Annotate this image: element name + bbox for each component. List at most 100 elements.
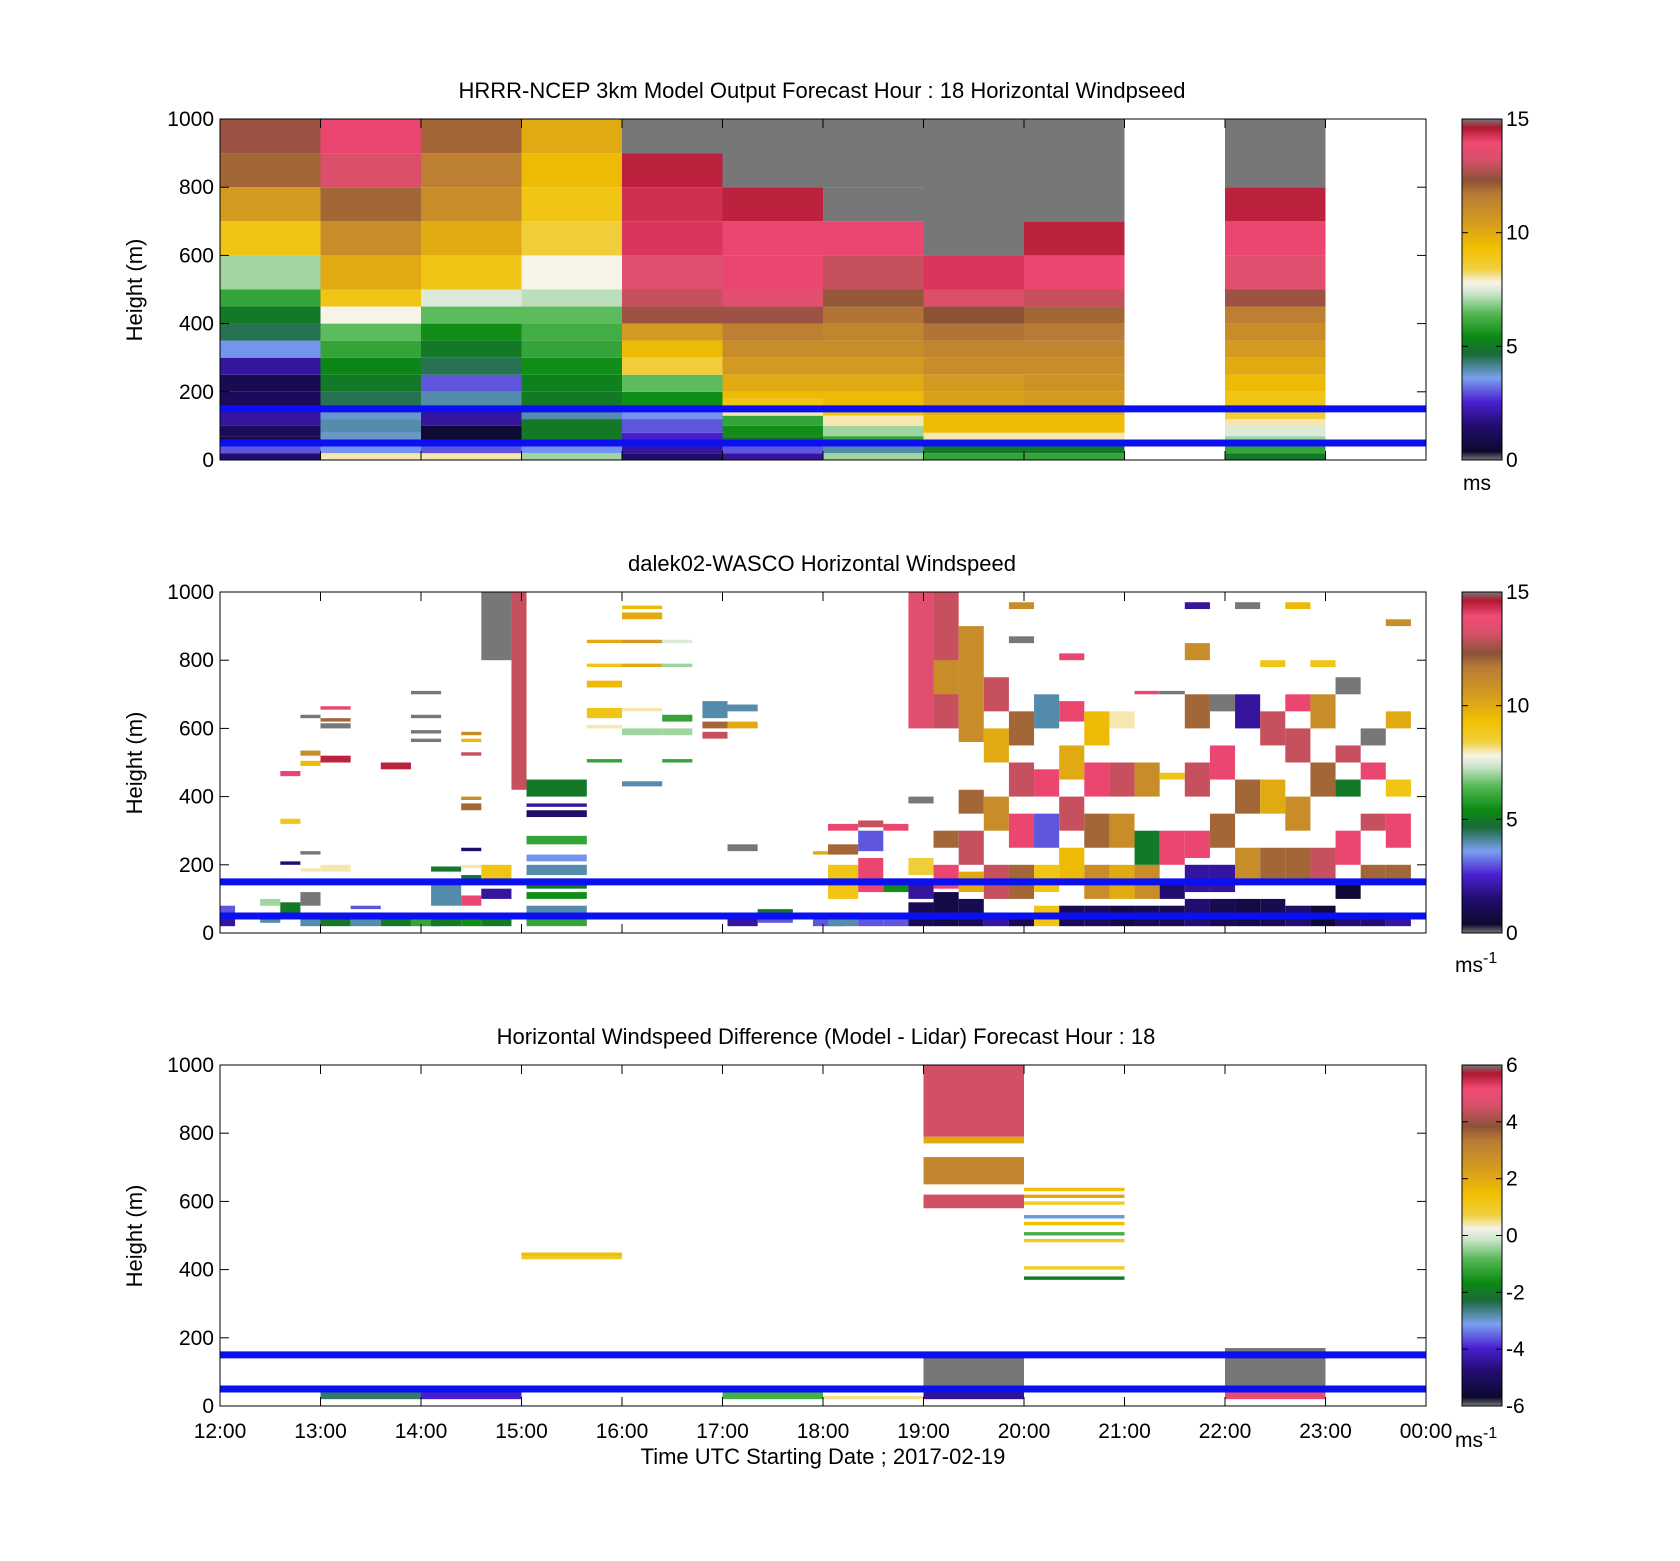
heatmap-cell [526,919,587,927]
heatmap-cell [410,714,442,719]
y-tick-label: 600 [179,717,214,740]
heatmap-cell [320,374,421,392]
x-tick-label: 20:00 [998,1420,1051,1443]
heatmap-cell [727,721,758,729]
heatmap-cell [521,453,622,460]
heatmap-cell [410,919,442,927]
heatmap-cell [622,728,663,736]
heatmap-cell [823,221,924,256]
heatmap-cell [280,861,301,865]
heatmap-cell [1024,446,1125,454]
heatmap-cell [883,823,909,831]
heatmap-cell [220,357,321,375]
heatmap-cell [722,398,823,409]
heatmap-cell [1024,119,1125,222]
heatmap-cell [622,289,723,307]
heatmap-cell [1360,864,1386,882]
y-tick-label: 400 [179,1259,214,1282]
x-tick-label: 00:00 [1400,1420,1453,1443]
colorbar: -6 -4 -2 0 2 4 6 ms-1 [1455,1054,1525,1452]
heatmap-cell [586,707,622,719]
colorbar-tick-label: 15 [1506,581,1529,604]
heatmap-cell [622,446,723,454]
heatmap-cell [622,781,663,787]
y-axis-label: Height (m) [122,239,147,342]
heatmap-cell [220,446,321,454]
heatmap-cell [622,340,723,358]
heatmap-cell [521,340,622,358]
heatmap-cell [1360,762,1386,780]
x-tick-label: 22:00 [1199,1420,1252,1443]
x-ticks [219,592,1427,933]
heatmap-cell [421,153,522,188]
heatmap-cell [461,752,482,756]
colorbar-tick-label: -4 [1506,1338,1525,1361]
heatmap-cell [722,340,823,358]
y-ticks: 0 200 400 600 800 1000 [167,1054,1426,1418]
heatmap-cell [511,592,527,790]
x-tick-label: 12:00 [194,1420,247,1443]
colorbar-ticks: 0 5 10 15 [1462,581,1529,945]
heatmap-cell [622,255,723,290]
heatmap-cell [421,446,522,454]
heatmap-cell [521,187,622,222]
heatmap-cell [1235,602,1261,610]
x-tick-label: 19:00 [897,1420,950,1443]
heatmap-cell [320,1392,421,1400]
heatmap-cell [722,306,823,324]
heatmap-cell [320,391,421,409]
heatmap-cell [421,408,522,426]
heatmap-cell [1024,453,1125,460]
heatmap-cell [280,771,301,777]
heatmap-cell [320,221,421,256]
heatmap-cell [1159,881,1185,899]
y-tick-label: 200 [179,1327,214,1350]
heatmap-cell [1225,408,1326,420]
heatmap-cell [923,357,1024,375]
heatmap-cell [320,419,421,433]
heatmap-cell [1225,289,1326,307]
heatmap-cell [622,374,723,392]
heatmap-cell [586,663,622,668]
heatmap-cell [1360,813,1386,831]
heatmap-cell [1225,1392,1326,1400]
reference-lines [220,878,1426,920]
heatmap-cell [933,892,959,927]
panel-title: HRRR-NCEP 3km Model Output Forecast Hour… [458,78,1185,103]
heatmap-cell [1134,762,1160,797]
heatmap-cell [320,755,351,763]
heatmap-cell [858,830,884,852]
colorbar-tick-label: 5 [1506,335,1518,358]
heatmap-cell [1225,119,1326,188]
y-tick-label: 200 [179,381,214,404]
heatmap-cell [662,759,693,763]
heatmap-cell [1034,694,1060,729]
heatmap-cell [320,119,421,154]
heatmap-cells [320,1065,1326,1400]
heatmap-cell [923,306,1024,324]
heatmap-cell [1360,728,1386,746]
heatmap-cell [702,731,728,739]
heatmap-cells [220,119,1326,460]
colorbar-bar [1461,118,1503,461]
heatmap-cell [1008,762,1035,797]
x-tick-label: 23:00 [1299,1420,1352,1443]
heatmap-cell [461,731,482,736]
colorbar-tick-label: 10 [1506,222,1529,245]
heatmap-cell [1285,796,1311,831]
heatmap-cell [622,419,723,433]
heatmap-cell [1260,847,1286,882]
heatmap-cell [1225,340,1326,358]
heatmap-cell [1310,694,1336,729]
heatmap-cell [1059,653,1085,661]
heatmap-cell [1024,1238,1125,1243]
heatmap-cell [1225,419,1326,426]
heatmap-cell [521,255,622,290]
heatmap-cell [722,446,823,454]
heatmap-cell [722,323,823,341]
panel-lidar: dalek02-WASCO Horizontal Windspeed Heigh… [122,551,1529,977]
x-ticks [219,119,1427,460]
heatmap-cell [1225,323,1326,341]
y-tick-label: 200 [179,854,214,877]
heatmap-cell [461,847,482,852]
